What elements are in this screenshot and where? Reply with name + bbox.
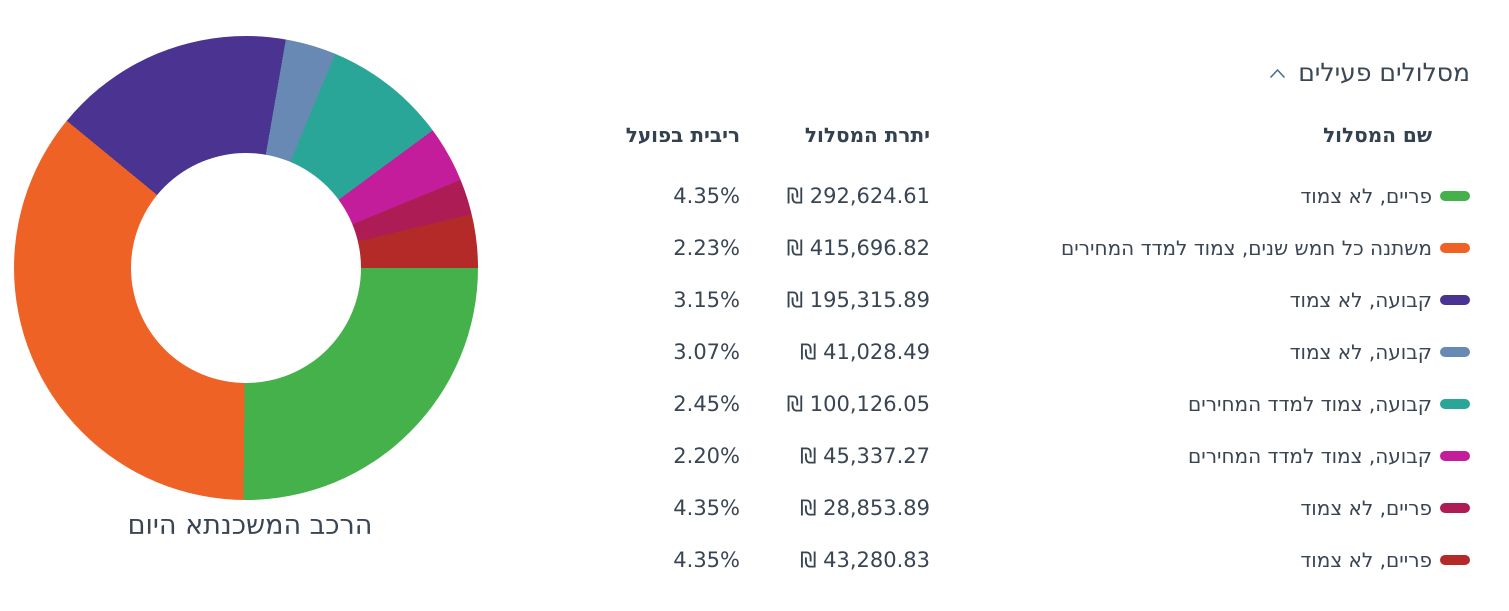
track-balance-value: 100,126.05 bbox=[809, 392, 930, 416]
track-name-label: קבועה, צמוד למדד המחירים bbox=[1187, 392, 1432, 416]
track-name-label: קבועה, צמוד למדד המחירים bbox=[1187, 444, 1432, 468]
section-title: מסלולים פעילים bbox=[1298, 58, 1470, 87]
track-rate-value: 3.15% bbox=[673, 288, 740, 312]
track-name-label: קבועה, לא צמוד bbox=[1289, 340, 1432, 364]
chevron-up-icon[interactable] bbox=[1269, 68, 1286, 79]
shekel-currency-symbol: ₪ bbox=[799, 548, 817, 572]
track-row: קבועה, לא צמוד ₪ 41,028.49 3.07% bbox=[555, 326, 1470, 378]
active-tracks-section-toggle[interactable]: מסלולים פעילים bbox=[555, 56, 1470, 90]
shekel-currency-symbol: ₪ bbox=[799, 444, 817, 468]
track-balance-cell: ₪ 28,853.89 bbox=[740, 496, 930, 520]
track-name-cell: פריים, לא צמוד bbox=[930, 548, 1470, 572]
track-balance-cell: ₪ 41,028.49 bbox=[740, 340, 930, 364]
track-balance-value: 195,315.89 bbox=[809, 288, 930, 312]
track-color-swatch bbox=[1440, 347, 1470, 357]
track-row: משתנה כל חמש שנים, צמוד למדד המחירים ₪ 4… bbox=[555, 222, 1470, 274]
track-rate-cell: 4.35% bbox=[555, 184, 740, 208]
track-row: קבועה, צמוד למדד המחירים ₪ 45,337.27 2.2… bbox=[555, 430, 1470, 482]
tracks-table-body: פריים, לא צמוד ₪ 292,624.61 4.35% משתנה … bbox=[555, 170, 1470, 586]
track-color-swatch bbox=[1440, 295, 1470, 305]
track-rate-value: 2.20% bbox=[673, 444, 740, 468]
table-header-row: שם המסלול יתרת המסלול ריבית בפועל bbox=[555, 120, 1470, 150]
track-color-swatch bbox=[1440, 191, 1470, 201]
shekel-currency-symbol: ₪ bbox=[786, 288, 804, 312]
chart-caption: הרכב המשכנתא היום bbox=[127, 510, 373, 541]
track-balance-cell: ₪ 100,126.05 bbox=[740, 392, 930, 416]
track-balance-cell: ₪ 292,624.61 bbox=[740, 184, 930, 208]
track-balance-value: 41,028.49 bbox=[823, 340, 930, 364]
track-row: פריים, לא צמוד ₪ 292,624.61 4.35% bbox=[555, 170, 1470, 222]
track-color-swatch bbox=[1440, 399, 1470, 409]
track-rate-cell: 4.35% bbox=[555, 548, 740, 572]
track-row: קבועה, צמוד למדד המחירים ₪ 100,126.05 2.… bbox=[555, 378, 1470, 430]
track-balance-value: 43,280.83 bbox=[823, 548, 930, 572]
track-rate-value: 3.07% bbox=[673, 340, 740, 364]
track-rate-cell: 2.45% bbox=[555, 392, 740, 416]
track-name-cell: קבועה, לא צמוד bbox=[930, 288, 1470, 312]
track-balance-value: 45,337.27 bbox=[823, 444, 930, 468]
track-rate-cell: 3.07% bbox=[555, 340, 740, 364]
track-color-swatch bbox=[1440, 243, 1470, 253]
track-name-label: פריים, לא צמוד bbox=[1300, 184, 1432, 208]
track-name-label: פריים, לא צמוד bbox=[1300, 548, 1432, 572]
track-color-swatch bbox=[1440, 451, 1470, 461]
track-name-cell: קבועה, לא צמוד bbox=[930, 340, 1470, 364]
column-header-track-balance: יתרת המסלול bbox=[804, 123, 930, 147]
active-tracks-panel: מסלולים פעילים שם המסלול יתרת המסלול ריב… bbox=[555, 56, 1470, 586]
track-name-cell: קבועה, צמוד למדד המחירים bbox=[930, 392, 1470, 416]
track-rate-value: 2.23% bbox=[673, 236, 740, 260]
track-balance-cell: ₪ 43,280.83 bbox=[740, 548, 930, 572]
shekel-currency-symbol: ₪ bbox=[786, 236, 804, 260]
track-name-cell: פריים, לא צמוד bbox=[930, 184, 1470, 208]
track-name-label: משתנה כל חמש שנים, צמוד למדד המחירים bbox=[1061, 236, 1432, 260]
track-rate-cell: 2.23% bbox=[555, 236, 740, 260]
shekel-currency-symbol: ₪ bbox=[799, 340, 817, 364]
track-rate-value: 4.35% bbox=[673, 548, 740, 572]
track-row: פריים, לא צמוד ₪ 28,853.89 4.35% bbox=[555, 482, 1470, 534]
donut-hole bbox=[131, 153, 361, 383]
shekel-currency-symbol: ₪ bbox=[799, 496, 817, 520]
track-row: פריים, לא צמוד ₪ 43,280.83 4.35% bbox=[555, 534, 1470, 586]
track-rate-value: 4.35% bbox=[673, 496, 740, 520]
track-balance-value: 292,624.61 bbox=[809, 184, 930, 208]
column-header-actual-rate: ריבית בפועל bbox=[625, 123, 740, 147]
track-rate-cell: 4.35% bbox=[555, 496, 740, 520]
track-rate-value: 2.45% bbox=[673, 392, 740, 416]
track-balance-cell: ₪ 415,696.82 bbox=[740, 236, 930, 260]
track-rate-cell: 2.20% bbox=[555, 444, 740, 468]
shekel-currency-symbol: ₪ bbox=[786, 392, 804, 416]
track-row: קבועה, לא צמוד ₪ 195,315.89 3.15% bbox=[555, 274, 1470, 326]
mortgage-composition-donut-chart[interactable] bbox=[14, 36, 478, 500]
track-color-swatch bbox=[1440, 555, 1470, 565]
track-balance-value: 28,853.89 bbox=[823, 496, 930, 520]
mortgage-composition-chart-area: הרכב המשכנתא היום bbox=[0, 0, 500, 580]
track-name-cell: קבועה, צמוד למדד המחירים bbox=[930, 444, 1470, 468]
track-rate-value: 4.35% bbox=[673, 184, 740, 208]
track-balance-value: 415,696.82 bbox=[809, 236, 930, 260]
track-name-cell: פריים, לא צמוד bbox=[930, 496, 1470, 520]
track-name-label: פריים, לא צמוד bbox=[1300, 496, 1432, 520]
track-color-swatch bbox=[1440, 503, 1470, 513]
track-name-label: קבועה, לא צמוד bbox=[1289, 288, 1432, 312]
track-name-cell: משתנה כל חמש שנים, צמוד למדד המחירים bbox=[930, 236, 1470, 260]
track-balance-cell: ₪ 45,337.27 bbox=[740, 444, 930, 468]
column-header-track-name: שם המסלול bbox=[1323, 123, 1432, 147]
track-rate-cell: 3.15% bbox=[555, 288, 740, 312]
track-balance-cell: ₪ 195,315.89 bbox=[740, 288, 930, 312]
shekel-currency-symbol: ₪ bbox=[786, 184, 804, 208]
